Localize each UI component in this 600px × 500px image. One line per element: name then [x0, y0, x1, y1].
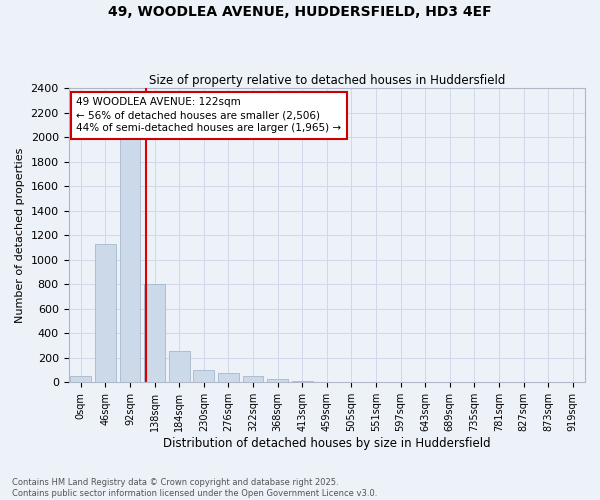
Bar [119, 131, 140, 382]
Bar [242, 376, 263, 382]
Bar [95, 244, 116, 382]
Bar [193, 370, 214, 382]
X-axis label: Distribution of detached houses by size in Huddersfield: Distribution of detached houses by size … [163, 437, 491, 450]
Bar [144, 284, 165, 382]
Text: 49, WOODLEA AVENUE, HUDDERSFIELD, HD3 4EF: 49, WOODLEA AVENUE, HUDDERSFIELD, HD3 4E… [108, 5, 492, 19]
Bar [70, 376, 91, 382]
Text: 49 WOODLEA AVENUE: 122sqm
← 56% of detached houses are smaller (2,506)
44% of se: 49 WOODLEA AVENUE: 122sqm ← 56% of detac… [76, 97, 341, 134]
Title: Size of property relative to detached houses in Huddersfield: Size of property relative to detached ho… [149, 74, 505, 87]
Bar [218, 373, 239, 382]
Bar [169, 351, 190, 382]
Bar [267, 378, 288, 382]
Y-axis label: Number of detached properties: Number of detached properties [15, 148, 25, 323]
Text: Contains HM Land Registry data © Crown copyright and database right 2025.
Contai: Contains HM Land Registry data © Crown c… [12, 478, 377, 498]
Bar [292, 381, 313, 382]
